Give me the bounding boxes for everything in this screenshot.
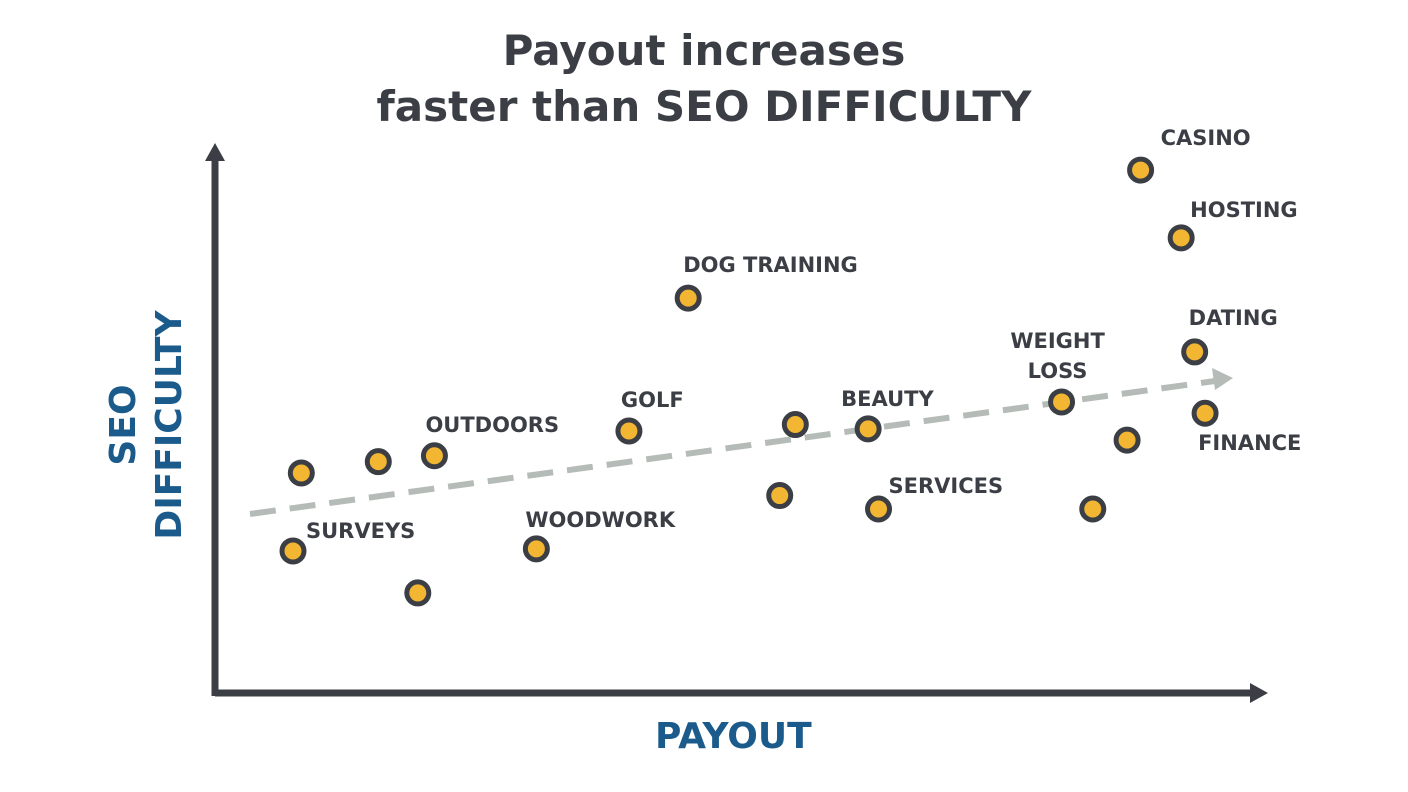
point-label: WOODWORK — [525, 507, 676, 532]
x-axis-arrow — [1250, 683, 1268, 703]
point-label: BEAUTY — [841, 386, 934, 411]
point — [404, 579, 432, 607]
point-label: DATING — [1188, 305, 1278, 330]
point-label: SURVEYS — [306, 518, 416, 543]
point — [766, 482, 794, 510]
point — [364, 448, 392, 476]
point — [1079, 495, 1107, 523]
point — [279, 537, 307, 565]
x-axis-label: PAYOUT — [655, 716, 812, 757]
point — [1191, 399, 1219, 427]
point — [1127, 156, 1155, 184]
point-label: GOLF — [620, 387, 684, 412]
trend-arrow — [1212, 368, 1233, 390]
point — [522, 535, 550, 563]
point — [420, 442, 448, 470]
point-label: SERVICES — [888, 474, 1004, 498]
point-label: CASINO — [1160, 126, 1251, 151]
chart-title: faster than SEO DIFFICULTY — [376, 82, 1032, 131]
point — [1181, 338, 1209, 366]
point-label: FINANCE — [1198, 431, 1302, 456]
point — [674, 284, 702, 312]
point-label: HOSTING — [1190, 197, 1298, 222]
point — [1167, 224, 1195, 252]
point — [865, 495, 893, 523]
y-axis-label: SEO DIFFICULTY — [101, 310, 193, 539]
y-axis-arrow — [205, 143, 225, 161]
y-axis-label-line: DIFFICULTY — [149, 310, 190, 540]
point-label: OUTDOORS — [425, 412, 560, 437]
point — [781, 411, 809, 439]
point — [854, 415, 882, 443]
point — [615, 417, 643, 445]
point — [1048, 388, 1076, 416]
chart-title: Payout increases — [502, 26, 906, 75]
point-label: DOG TRAINING — [683, 253, 858, 278]
point-label: WEIGHT LOSS — [1010, 328, 1105, 383]
point — [1113, 426, 1141, 454]
point — [287, 459, 315, 487]
y-axis-label-line: SEO — [103, 384, 144, 466]
